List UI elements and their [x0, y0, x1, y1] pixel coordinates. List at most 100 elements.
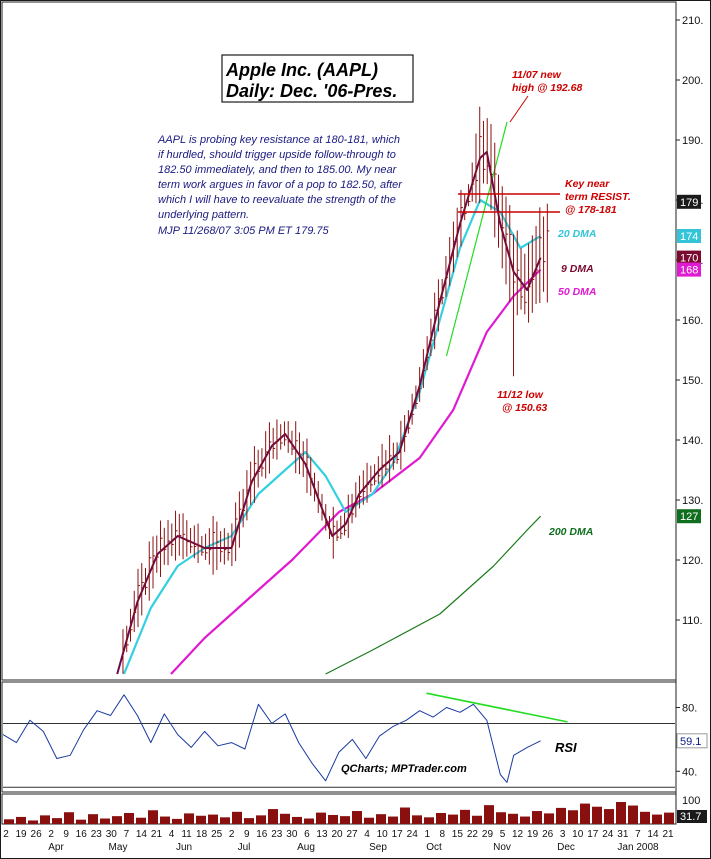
- volume-bar: [520, 816, 530, 824]
- volume-bar: [100, 818, 110, 824]
- x-month-label: Nov: [493, 842, 511, 853]
- x-day-label: 17: [587, 829, 599, 840]
- volume-bar: [172, 818, 182, 824]
- commentary-line: 182.50 immediately, and then to 185.00. …: [158, 164, 398, 176]
- price-tick-label: 130.: [682, 495, 703, 507]
- price-tag-label: 168: [680, 265, 698, 277]
- volume-bar: [388, 816, 398, 824]
- x-day-label: 3: [560, 829, 566, 840]
- x-day-label: 19: [527, 829, 539, 840]
- x-month-label: May: [109, 842, 128, 853]
- price-tag-label: 170: [680, 253, 698, 265]
- x-day-label: 19: [15, 829, 27, 840]
- x-day-label: 10: [572, 829, 584, 840]
- x-day-label: 2: [3, 829, 9, 840]
- commentary-line: term work argues in favor of a pop to 18…: [158, 179, 403, 191]
- annotation-new-high: high @ 192.68: [512, 82, 583, 94]
- x-day-label: 26: [31, 829, 43, 840]
- price-tag-label: 174: [680, 231, 698, 243]
- volume-bar: [640, 811, 650, 824]
- x-day-label: 26: [542, 829, 554, 840]
- volume-bar: [532, 811, 542, 824]
- volume-bar: [568, 810, 578, 824]
- volume-bar: [160, 816, 170, 824]
- price-tag-box: [677, 194, 701, 209]
- volume-bar: [424, 817, 434, 824]
- volume-bar: [16, 816, 26, 824]
- volume-bar: [664, 812, 674, 824]
- price-tag-label: 179: [680, 197, 698, 209]
- volume-bar: [112, 816, 122, 824]
- x-axis: 2 19 26 2 9 16 23 30 7 14 21 4 11 18 25 2 9 16 23 30 6 13 20 27…: [3, 829, 674, 853]
- price-tag-box: [677, 229, 701, 243]
- volume-bar: [124, 813, 134, 824]
- rsi-trend-line: [426, 692, 568, 723]
- x-day-label: 21: [151, 829, 163, 840]
- volume-bar: [64, 812, 74, 824]
- annotation-pointer: [509, 95, 529, 123]
- commentary-line: underlying pattern.: [158, 209, 249, 221]
- volume-bar: [28, 820, 38, 824]
- x-day-label: 5: [500, 829, 506, 840]
- volume-bar: [40, 815, 50, 824]
- volume-bar: [412, 815, 422, 824]
- volume-bar: [496, 812, 506, 824]
- volume-bar: [448, 814, 458, 824]
- volume-bar: [652, 814, 662, 824]
- annotation-resistance: term RESIST.: [565, 191, 631, 203]
- volume-bar: [364, 817, 374, 824]
- volume-tag-box: [677, 810, 707, 823]
- price-tick-label: 110.: [682, 615, 703, 627]
- volume-bar: [220, 817, 230, 824]
- volume-bar: [184, 813, 194, 824]
- dma200-line: [325, 515, 542, 675]
- commentary-line: which I will have to reevaluate the stre…: [158, 194, 396, 206]
- rsi-tag-label: 59.1: [680, 736, 701, 748]
- x-day-label: 7: [124, 829, 130, 840]
- price-tick-label: 150.: [682, 375, 703, 387]
- x-day-label: 20: [331, 829, 343, 840]
- annotation-low: @ 150.63: [502, 402, 547, 414]
- label-20dma: 20 DMA: [557, 228, 597, 240]
- rsi-line: [2, 694, 541, 783]
- trend-line: [445, 121, 508, 357]
- x-month-label: Jan 2008: [617, 842, 659, 853]
- volume-bars: 100 31.7: [4, 795, 707, 824]
- x-day-label: 11: [181, 829, 192, 840]
- x-day-label: 6: [304, 829, 310, 840]
- x-day-label: 30: [106, 829, 118, 840]
- x-day-label: 9: [63, 829, 69, 840]
- volume-bar: [376, 814, 386, 824]
- price-tick-label: 200.: [682, 75, 703, 87]
- label-50dma: 50 DMA: [558, 286, 597, 298]
- volume-bar: [436, 813, 446, 824]
- volume-bar: [196, 815, 206, 824]
- volume-bar: [136, 817, 146, 824]
- volume-bar: [460, 809, 470, 824]
- x-day-label: 1: [424, 829, 430, 840]
- x-day-label: 27: [346, 829, 358, 840]
- price-tag-box: [677, 262, 701, 277]
- x-day-label: 25: [211, 829, 223, 840]
- title-box: [221, 54, 414, 103]
- volume-bar: [208, 814, 218, 824]
- x-day-label: 8: [440, 829, 446, 840]
- volume-bar: [244, 818, 254, 824]
- annotation-resistance: @ 178-181: [565, 204, 617, 216]
- volume-bar: [232, 811, 242, 824]
- annotation-low: 11/12 low: [497, 389, 544, 401]
- x-day-label: 29: [482, 829, 494, 840]
- x-day-label: 21: [662, 829, 674, 840]
- x-day-label: 14: [136, 829, 148, 840]
- x-day-label: 22: [467, 829, 479, 840]
- volume-bar: [328, 814, 338, 824]
- volume-bar: [88, 814, 98, 824]
- volume-bar: [616, 802, 626, 824]
- volume-bar: [400, 807, 410, 824]
- volume-bar: [340, 816, 350, 824]
- volume-bar: [556, 807, 566, 824]
- x-day-label: 9: [244, 829, 250, 840]
- volume-bar: [592, 806, 602, 824]
